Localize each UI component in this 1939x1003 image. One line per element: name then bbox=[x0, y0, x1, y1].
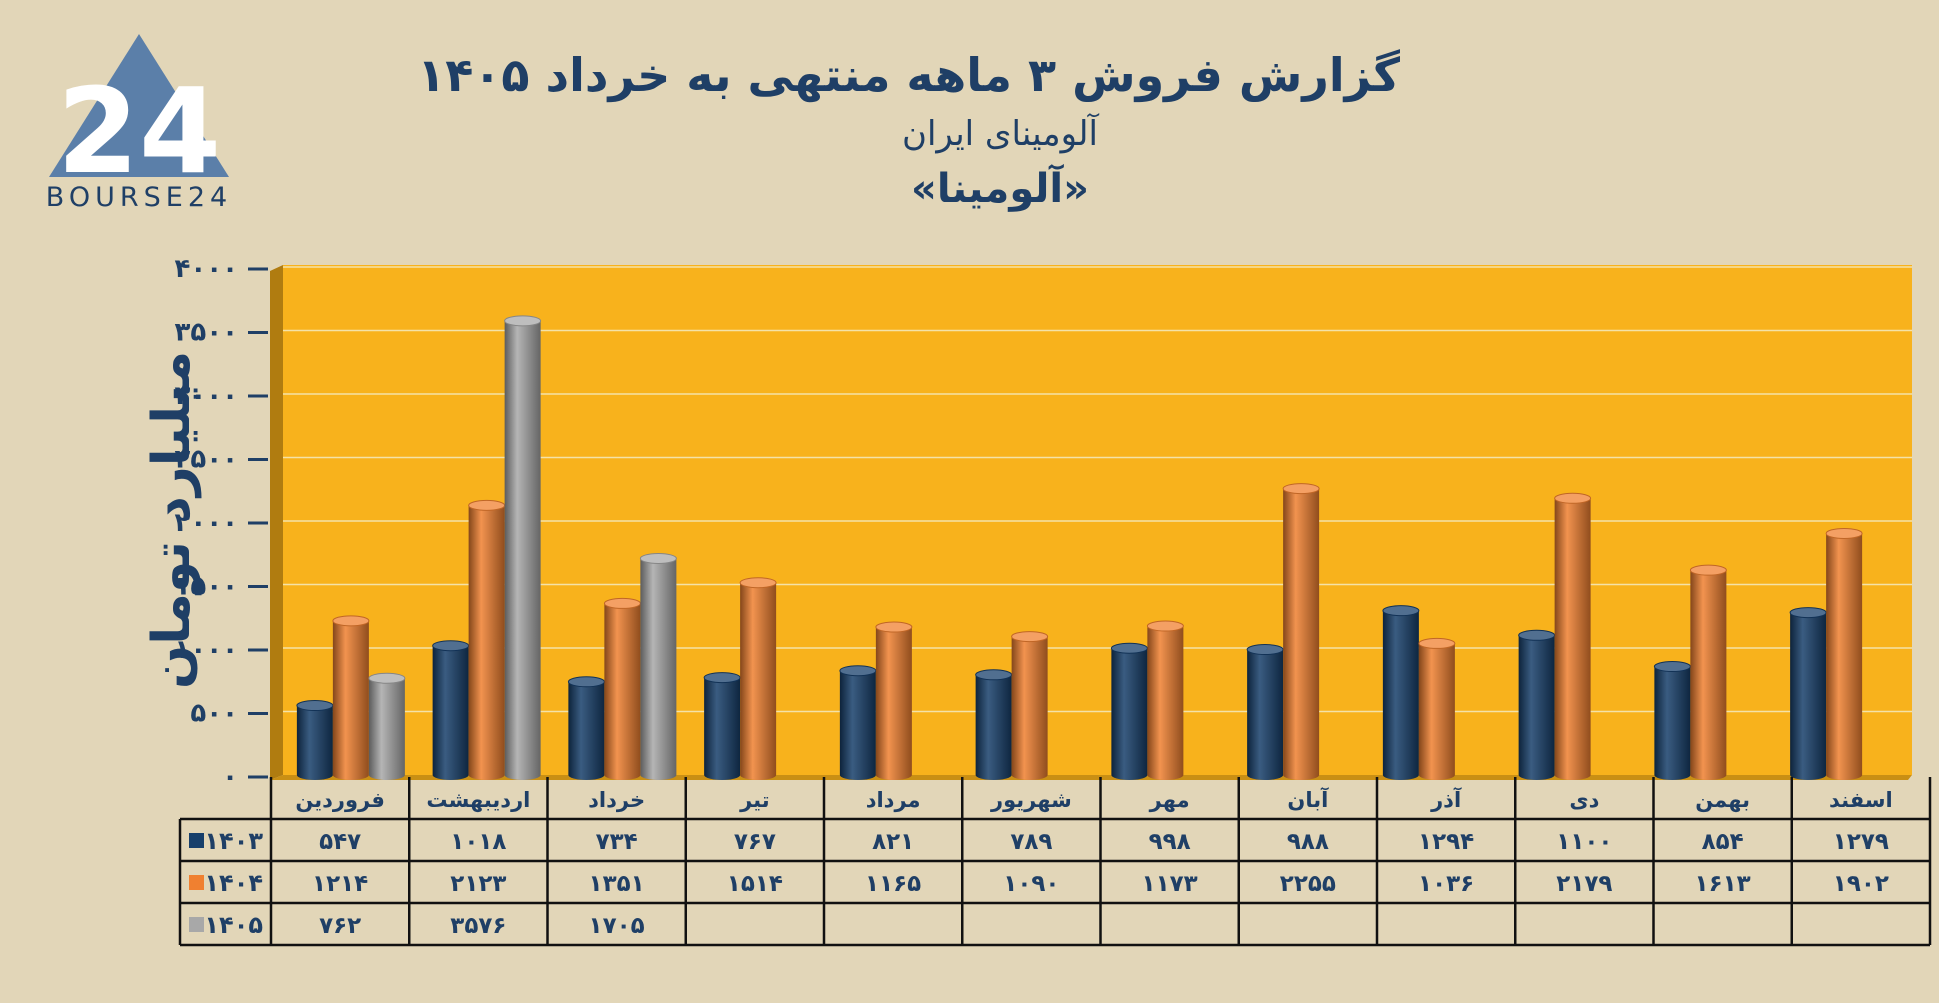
data-label: ۱۹۰۲ bbox=[1833, 871, 1889, 897]
y-tick-label: ۲۰۰۰ bbox=[175, 508, 238, 538]
data-label: ۸۲۱ bbox=[872, 829, 914, 855]
data-label: ۷۶۷ bbox=[734, 829, 776, 855]
company-name: آلومینای ایران bbox=[902, 114, 1098, 154]
bar bbox=[1146, 620, 1184, 780]
data-label: ۱۱۰۰ bbox=[1556, 829, 1612, 855]
category-label: اردیبهشت bbox=[426, 788, 530, 812]
bar bbox=[1554, 492, 1592, 780]
data-label: ۱۱۶۵ bbox=[865, 871, 921, 897]
data-label: ۱۰۳۶ bbox=[1418, 871, 1474, 897]
y-tick-label: ۵۰۰ bbox=[190, 699, 238, 729]
bar bbox=[839, 665, 877, 780]
category-label: بهمن bbox=[1695, 788, 1750, 812]
bar bbox=[1825, 527, 1863, 780]
legend-swatch bbox=[189, 833, 204, 848]
bar bbox=[639, 552, 677, 780]
data-label: ۵۴۷ bbox=[319, 829, 361, 855]
y-tick-label: ۱۵۰۰ bbox=[175, 572, 238, 602]
bar bbox=[875, 621, 913, 780]
category-label: دی bbox=[1569, 788, 1599, 812]
legend-swatch bbox=[189, 875, 204, 890]
series-name: ۱۴۰۳ bbox=[204, 827, 263, 855]
data-label: ۸۵۴ bbox=[1702, 829, 1744, 855]
brand-name: BOURSE24 bbox=[45, 182, 233, 213]
y-tick-label: ۱۰۰۰ bbox=[175, 635, 238, 665]
data-label: ۱۵۱۴ bbox=[727, 871, 783, 897]
data-table: فروردین اردیبهشت خرداد تیر مرداد شهریور مهر آبا… bbox=[178, 777, 1932, 947]
data-label: ۹۹۸ bbox=[1149, 829, 1191, 855]
data-label: ۱۱۷۳ bbox=[1142, 871, 1198, 897]
category-label: خرداد bbox=[588, 788, 645, 812]
bar bbox=[567, 676, 605, 780]
data-label: ۱۲۷۹ bbox=[1833, 829, 1889, 855]
y-tick-label: ۲۵۰۰ bbox=[175, 445, 238, 475]
data-label: ۱۲۹۴ bbox=[1418, 829, 1474, 855]
y-axis-label: میلیارد تومان bbox=[142, 350, 202, 690]
y-tick-label: ۰ bbox=[222, 762, 238, 792]
data-label: ۱۳۵۱ bbox=[589, 871, 645, 897]
ticker-name: «آلومینا» bbox=[911, 166, 1089, 212]
data-label: ۷۳۴ bbox=[596, 829, 638, 855]
data-label: ۱۷۰۵ bbox=[589, 913, 645, 939]
bar bbox=[1689, 564, 1727, 780]
bar bbox=[1789, 607, 1827, 780]
category-label: آذر bbox=[1430, 787, 1462, 812]
plot-floor bbox=[270, 775, 1912, 780]
category-label: مهر bbox=[1149, 788, 1190, 812]
bar bbox=[1382, 605, 1420, 780]
bourse24-logo-icon: 24 bbox=[49, 34, 229, 200]
y-tick-label: ۳۰۰۰ bbox=[175, 381, 238, 411]
series-name: ۱۴۰۴ bbox=[204, 869, 263, 897]
y-tick-label: ۳۵۰۰ bbox=[175, 318, 238, 348]
data-label: ۷۸۹ bbox=[1010, 829, 1052, 855]
bar bbox=[332, 615, 370, 780]
category-label: مرداد bbox=[866, 788, 921, 812]
category-label: تیر bbox=[739, 788, 770, 812]
data-label: ۲۱۲۳ bbox=[450, 871, 506, 897]
bar bbox=[1282, 483, 1320, 780]
data-label: ۲۲۵۵ bbox=[1280, 871, 1336, 897]
data-label: ۲۱۷۹ bbox=[1556, 871, 1612, 897]
category-label: شهریور bbox=[990, 788, 1072, 812]
bar bbox=[1518, 629, 1556, 780]
data-label: ۱۲۱۴ bbox=[312, 871, 368, 897]
category-label: اسفند bbox=[1829, 788, 1893, 812]
legend-swatch bbox=[189, 917, 204, 932]
bar bbox=[432, 640, 470, 780]
bar bbox=[1653, 661, 1691, 780]
data-label: ۷۶۲ bbox=[319, 913, 361, 939]
data-label: ۳۵۷۶ bbox=[450, 913, 506, 939]
data-label: ۱۶۱۳ bbox=[1695, 871, 1751, 897]
bar bbox=[703, 672, 741, 780]
data-label: ۱۰۱۸ bbox=[450, 829, 506, 855]
bar bbox=[739, 577, 777, 780]
data-label: ۱۰۹۰ bbox=[1003, 871, 1059, 897]
category-label: فروردین bbox=[295, 788, 385, 812]
bar bbox=[368, 672, 406, 780]
logo-mark: 24 bbox=[57, 62, 221, 200]
bar bbox=[1011, 631, 1049, 780]
plot-side-wall bbox=[270, 265, 283, 780]
category-label: آبان bbox=[1287, 787, 1329, 812]
bar bbox=[1418, 637, 1456, 780]
plot-area bbox=[283, 265, 1912, 775]
bar bbox=[603, 597, 641, 780]
bar bbox=[1110, 642, 1148, 780]
bar bbox=[975, 669, 1013, 780]
y-tick-label: ۴۰۰۰ bbox=[175, 254, 238, 284]
bar bbox=[296, 700, 334, 780]
data-label: ۹۸۸ bbox=[1287, 829, 1329, 855]
chart-title: گزارش فروش ۳ ماهه منتهی به خرداد ۱۴۰۵ bbox=[417, 48, 1400, 102]
series-name: ۱۴۰۵ bbox=[204, 911, 263, 939]
bar bbox=[1246, 644, 1284, 780]
bar bbox=[504, 315, 542, 780]
bar bbox=[468, 499, 506, 780]
